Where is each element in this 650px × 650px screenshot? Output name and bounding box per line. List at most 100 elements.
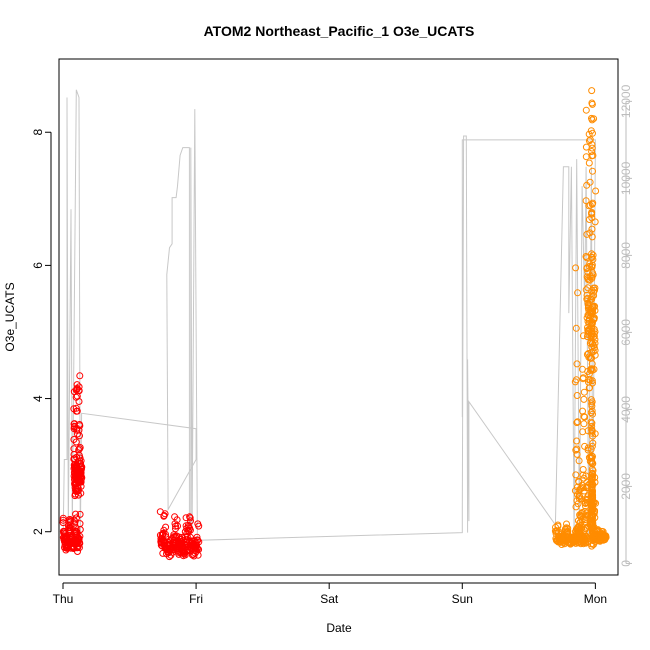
y2-tick-label: 10000	[619, 161, 633, 195]
data-point	[590, 344, 598, 352]
data-point	[591, 336, 599, 344]
data-point	[590, 314, 598, 322]
x-tick-label: Sun	[452, 592, 473, 606]
data-point	[573, 419, 581, 427]
data-point	[73, 407, 81, 415]
data-point	[580, 395, 588, 403]
data-point	[589, 467, 597, 475]
data-point	[161, 510, 169, 518]
data-point	[72, 524, 80, 532]
data-point	[186, 514, 194, 522]
x-tick-label: Sat	[320, 592, 339, 606]
data-point	[575, 457, 583, 465]
y2-tick-label: 12000	[619, 84, 633, 118]
data-point	[75, 383, 83, 391]
data-point	[572, 376, 580, 384]
chart-title: ATOM2 Northeast_Pacific_1 O3e_UCATS	[204, 23, 475, 39]
data-point	[589, 152, 597, 159]
data-point	[591, 507, 599, 515]
y2-tick-label: 6000	[619, 319, 633, 346]
data-point	[591, 478, 599, 486]
data-point	[580, 388, 588, 396]
y-axis-right: 0 2000 4000 6000 8000 10000 12000	[619, 84, 633, 566]
data-point	[591, 218, 599, 226]
data-point	[584, 444, 592, 452]
data-point	[174, 522, 181, 530]
data-point	[76, 532, 84, 540]
data-point	[74, 548, 81, 555]
data-point	[587, 418, 595, 426]
data-point	[76, 432, 83, 440]
data-point	[582, 533, 590, 541]
data-point	[589, 256, 597, 263]
data-point	[588, 419, 596, 427]
data-point	[589, 129, 596, 137]
y2-tick-label: 4000	[619, 396, 633, 423]
data-point	[186, 526, 194, 534]
data-point	[582, 513, 590, 521]
data-point	[587, 409, 595, 417]
data-point	[588, 100, 596, 108]
plot-frame	[58, 58, 619, 576]
data-point	[588, 293, 596, 301]
data-point	[577, 495, 585, 503]
data-point	[574, 491, 581, 498]
data-point	[564, 524, 572, 532]
data-point	[572, 264, 580, 272]
data-point	[73, 527, 81, 535]
data-point	[77, 460, 85, 468]
data-point	[194, 536, 202, 544]
data-point	[76, 539, 84, 547]
data-point	[59, 514, 67, 522]
y2-tick-label: 8000	[619, 242, 633, 269]
y-tick-label: 6	[31, 262, 45, 269]
data-point	[588, 225, 596, 233]
data-point	[578, 523, 586, 531]
data-point	[586, 384, 594, 392]
x-tick-label: Fri	[189, 592, 203, 606]
data-point	[586, 276, 594, 284]
data-point	[588, 402, 596, 410]
y-tick-label: 8	[31, 129, 45, 136]
x-tick-label: Thu	[53, 592, 74, 606]
data-point	[580, 413, 588, 420]
x-tick-label: Mon	[584, 592, 607, 606]
points-layer	[59, 87, 610, 561]
data-point	[581, 413, 589, 421]
data-point	[195, 546, 203, 553]
data-point	[195, 522, 203, 530]
data-point	[563, 520, 570, 528]
data-point	[572, 324, 580, 332]
data-point	[573, 437, 581, 445]
data-point	[588, 87, 596, 95]
data-point	[591, 474, 599, 481]
data-point	[73, 514, 80, 522]
data-point	[591, 302, 599, 310]
data-point	[588, 429, 596, 437]
y2-tick-label: 0	[619, 560, 633, 567]
data-point	[584, 481, 592, 489]
data-point	[590, 292, 598, 299]
data-point	[74, 430, 81, 438]
data-point	[588, 208, 596, 216]
data-point	[589, 167, 596, 175]
data-point	[67, 516, 74, 524]
data-point	[592, 531, 599, 539]
y-axis-label: O3e_UCATS	[3, 282, 17, 351]
data-point	[572, 471, 580, 479]
data-point	[586, 136, 594, 144]
data-point	[582, 472, 590, 480]
data-point	[589, 410, 596, 418]
data-point	[59, 516, 67, 524]
x-axis: Thu Fri Sat Sun Mon	[53, 582, 607, 606]
altitude-line	[62, 89, 596, 549]
data-point	[589, 439, 597, 447]
data-point	[578, 516, 586, 524]
data-point	[76, 422, 84, 430]
data-point	[602, 533, 610, 541]
data-point	[577, 530, 585, 538]
data-point	[588, 542, 596, 550]
data-point	[585, 159, 593, 167]
data-point	[585, 216, 593, 223]
